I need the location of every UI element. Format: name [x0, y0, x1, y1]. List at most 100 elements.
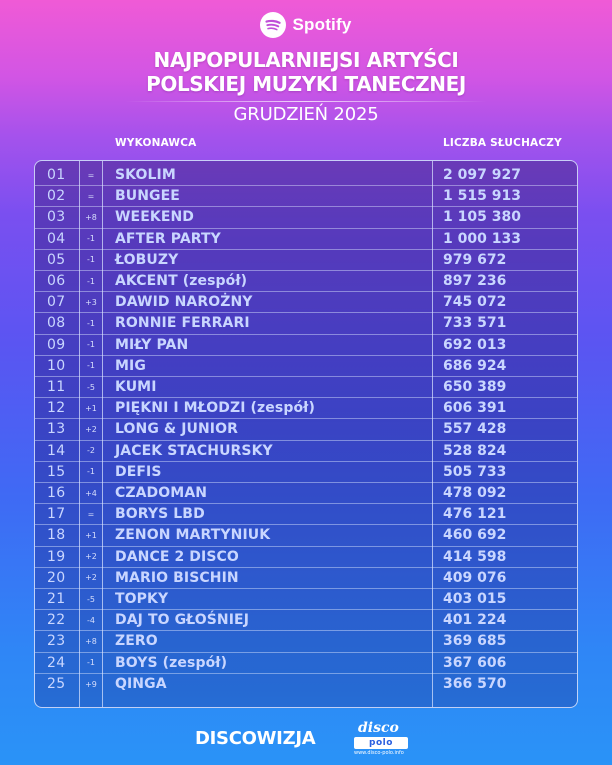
change-cell: +2 — [85, 552, 97, 562]
table-row: 18 +1 ZENON MARTYNIUK 460 692 — [35, 525, 577, 547]
rank-cell: 21 — [47, 591, 66, 608]
change-cell: +1 — [85, 403, 97, 413]
artist-cell: PIĘKNI I MŁODZI (zespół) — [115, 400, 315, 417]
logo-disco-text: disco — [358, 720, 399, 736]
listeners-cell: 557 428 — [443, 421, 507, 438]
listeners-cell: 692 013 — [443, 336, 507, 353]
artist-cell: DAJ TO GŁOŚNIEJ — [115, 612, 250, 629]
change-cell: -1 — [87, 234, 95, 244]
listeners-cell: 686 924 — [443, 357, 507, 374]
listeners-cell: 2 097 927 — [443, 167, 521, 184]
rank-cell: 10 — [47, 357, 66, 374]
listeners-cell: 897 236 — [443, 273, 507, 290]
artist-cell: KUMI — [115, 379, 157, 396]
rank-cell: 07 — [47, 294, 66, 311]
table-row: 03 +8 WEEKEND 1 105 380 — [35, 207, 577, 229]
rank-cell: 06 — [47, 273, 66, 290]
rank-cell: 16 — [47, 485, 66, 502]
rank-cell: 13 — [47, 421, 66, 438]
column-header-artist: WYKONAWCA — [115, 137, 197, 149]
table-row: 05 -1 ŁOBUZY 979 672 — [35, 250, 577, 271]
listeners-cell: 460 692 — [443, 527, 507, 544]
disco-polo-logo: disco polo www.disco-polo.info — [352, 720, 412, 758]
listeners-cell: 403 015 — [443, 591, 507, 608]
artist-cell: LONG & JUNIOR — [115, 421, 238, 438]
title-line-1: NAJPOPULARNIEJSI ARTYŚCI — [153, 48, 459, 72]
table-row: 23 +8 ZERO 369 685 — [35, 631, 577, 653]
artist-cell: WEEKEND — [115, 209, 195, 226]
table-row: 08 -1 RONNIE FERRARI 733 571 — [35, 313, 577, 335]
change-cell: -1 — [87, 276, 95, 286]
listeners-cell: 366 570 — [443, 676, 507, 693]
change-cell: -1 — [87, 318, 95, 328]
artist-cell: ZENON MARTYNIUK — [115, 527, 271, 544]
rank-cell: 02 — [47, 188, 66, 205]
table-row: 25 +9 QINGA 366 570 — [35, 674, 577, 695]
change-cell: +1 — [85, 530, 97, 540]
table-row: 07 +3 DAWID NAROŻNY 745 072 — [35, 292, 577, 314]
artist-cell: BORYS LBD — [115, 506, 205, 523]
rank-cell: 12 — [47, 400, 66, 417]
artist-cell: AKCENT (zespół) — [115, 273, 248, 290]
listeners-cell: 528 824 — [443, 442, 507, 459]
rank-cell: 25 — [47, 676, 66, 693]
table-row: 14 -2 JACEK STACHURSKY 528 824 — [35, 441, 577, 462]
rank-cell: 08 — [47, 315, 66, 332]
spotify-brand: Spotify — [0, 12, 612, 38]
rank-cell: 15 — [47, 463, 66, 480]
change-cell: -1 — [87, 255, 95, 265]
page-subtitle: GRUDZIEŃ 2025 — [233, 104, 379, 125]
rank-cell: 14 — [47, 442, 66, 459]
artist-cell: TOPKY — [115, 591, 169, 608]
artist-cell: JACEK STACHURSKY — [115, 442, 273, 459]
artist-cell: AFTER PARTY — [115, 230, 221, 247]
listeners-cell: 1 105 380 — [443, 209, 521, 226]
spotify-wordmark: Spotify — [292, 15, 352, 34]
table-row: 02 = BUNGEE 1 515 913 — [35, 186, 577, 208]
table-row: 21 -5 TOPKY 403 015 — [35, 589, 577, 611]
column-header-listeners: LICZBA SŁUCHACZY — [443, 137, 562, 149]
spotify-icon — [260, 12, 287, 38]
change-cell: +3 — [85, 297, 97, 307]
rank-cell: 09 — [47, 336, 66, 353]
artist-cell: BUNGEE — [115, 188, 180, 205]
listeners-cell: 401 224 — [443, 612, 507, 629]
listeners-cell: 650 389 — [443, 379, 507, 396]
listeners-cell: 367 606 — [443, 654, 507, 671]
listeners-cell: 745 072 — [443, 294, 507, 311]
table-row: 04 -1 AFTER PARTY 1 000 133 — [35, 229, 577, 250]
table-row: 13 +2 LONG & JUNIOR 557 428 — [35, 419, 577, 441]
table-row: 20 +2 MARIO BISCHIN 409 076 — [35, 568, 577, 589]
table-row: 09 -1 MIŁY PAN 692 013 — [35, 335, 577, 356]
logo-url-text: www.disco-polo.info — [354, 750, 404, 756]
change-cell: +9 — [85, 679, 97, 689]
table-row: 22 -4 DAJ TO GŁOŚNIEJ 401 224 — [35, 610, 577, 632]
title-line-2: POLSKIEJ MUZYKI TANECZNEJ — [146, 72, 466, 96]
discowizja-logo: DISCOWIZJA — [195, 728, 316, 749]
artist-cell: MIŁY PAN — [115, 336, 189, 353]
change-cell: -5 — [87, 382, 95, 392]
change-cell: -2 — [87, 446, 95, 456]
rank-cell: 19 — [47, 548, 66, 565]
table-row: 16 +4 CZADOMAN 478 092 — [35, 483, 577, 505]
table-row: 24 -1 BOYS (zespół) 367 606 — [35, 653, 577, 674]
table-row: 15 -1 DEFIS 505 733 — [35, 462, 577, 483]
table-row: 17 = BORYS LBD 476 121 — [35, 504, 577, 526]
ranking-table: 01 = SKOLIM 2 097 927 02 = BUNGEE 1 515 913 03 +8… — [34, 160, 578, 708]
rank-cell: 23 — [47, 633, 66, 650]
rank-cell: 17 — [47, 506, 66, 523]
change-cell: -5 — [87, 594, 95, 604]
rank-cell: 03 — [47, 209, 66, 226]
column-divider-rank — [79, 161, 80, 707]
table-row: 10 -1 MIG 686 924 — [35, 356, 577, 377]
artist-cell: DEFIS — [115, 463, 162, 480]
column-divider-listeners — [432, 161, 433, 707]
artist-cell: BOYS (zespół) — [115, 654, 228, 671]
listeners-cell: 1 515 913 — [443, 188, 521, 205]
listeners-cell: 369 685 — [443, 633, 507, 650]
change-cell: -1 — [87, 467, 95, 477]
table-row: 06 -1 AKCENT (zespół) 897 236 — [35, 271, 577, 293]
artist-cell: ŁOBUZY — [115, 251, 179, 268]
change-cell: -1 — [87, 361, 95, 371]
change-cell: +4 — [85, 488, 97, 498]
